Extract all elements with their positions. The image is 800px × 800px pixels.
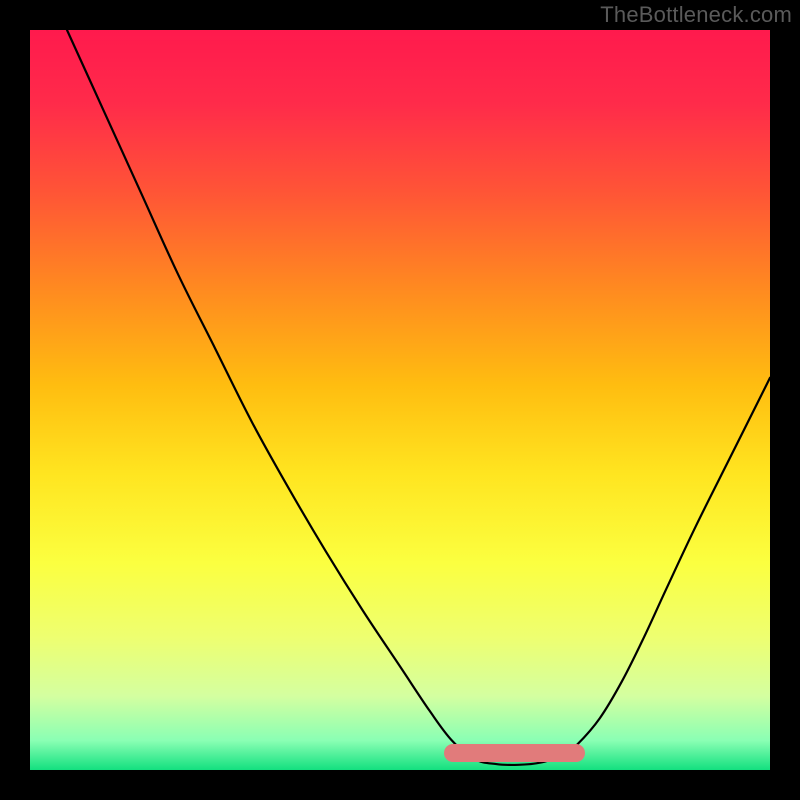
attribution-text: TheBottleneck.com: [600, 2, 792, 28]
optimal-range-marker: [444, 744, 585, 762]
bottleneck-chart: [30, 30, 770, 770]
bottleneck-curve: [30, 30, 770, 770]
